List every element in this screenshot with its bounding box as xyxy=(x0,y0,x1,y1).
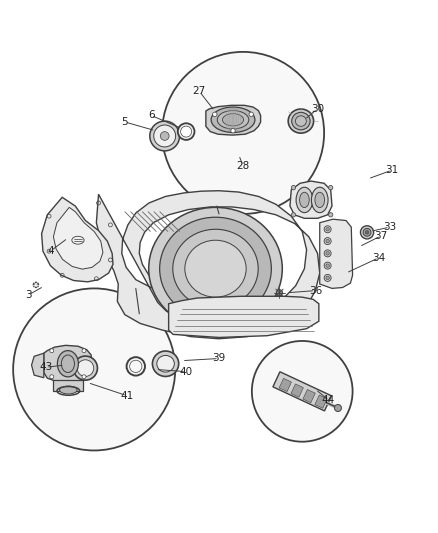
Ellipse shape xyxy=(50,375,54,379)
Circle shape xyxy=(162,52,324,214)
Ellipse shape xyxy=(180,126,192,137)
Polygon shape xyxy=(273,372,332,411)
Text: 28: 28 xyxy=(237,161,250,171)
Ellipse shape xyxy=(276,290,283,296)
Polygon shape xyxy=(290,181,332,219)
Text: 40: 40 xyxy=(180,367,193,377)
Ellipse shape xyxy=(296,187,313,213)
Ellipse shape xyxy=(60,386,77,394)
Ellipse shape xyxy=(328,213,333,217)
Polygon shape xyxy=(44,345,92,382)
Ellipse shape xyxy=(50,349,54,353)
Text: 27: 27 xyxy=(193,86,206,96)
Ellipse shape xyxy=(295,116,307,126)
Ellipse shape xyxy=(160,132,169,140)
Ellipse shape xyxy=(82,349,86,353)
Text: 4: 4 xyxy=(47,246,54,256)
Text: 44: 44 xyxy=(322,395,335,405)
Ellipse shape xyxy=(326,239,329,243)
Ellipse shape xyxy=(178,123,194,140)
Ellipse shape xyxy=(157,356,174,372)
Ellipse shape xyxy=(223,114,244,126)
Ellipse shape xyxy=(82,375,86,379)
Ellipse shape xyxy=(326,252,329,255)
Ellipse shape xyxy=(326,228,329,231)
Polygon shape xyxy=(32,353,44,378)
Ellipse shape xyxy=(211,107,255,133)
Ellipse shape xyxy=(61,355,74,373)
Ellipse shape xyxy=(300,192,309,207)
Ellipse shape xyxy=(159,217,271,320)
Polygon shape xyxy=(169,296,319,337)
Ellipse shape xyxy=(311,187,328,213)
Ellipse shape xyxy=(324,250,331,257)
Text: 37: 37 xyxy=(374,231,388,241)
Text: 33: 33 xyxy=(383,222,396,232)
Ellipse shape xyxy=(335,405,342,411)
Ellipse shape xyxy=(291,185,296,190)
Circle shape xyxy=(252,341,353,442)
Ellipse shape xyxy=(326,276,329,280)
Text: 43: 43 xyxy=(39,362,53,372)
Ellipse shape xyxy=(173,229,258,308)
Ellipse shape xyxy=(324,274,331,281)
Polygon shape xyxy=(279,378,291,392)
Ellipse shape xyxy=(292,112,310,130)
Ellipse shape xyxy=(324,238,331,245)
Ellipse shape xyxy=(77,360,94,376)
Text: 41: 41 xyxy=(120,391,134,401)
Ellipse shape xyxy=(73,356,97,380)
Ellipse shape xyxy=(217,110,249,129)
Ellipse shape xyxy=(150,121,180,151)
Ellipse shape xyxy=(33,282,39,287)
Text: 34: 34 xyxy=(372,253,385,263)
Ellipse shape xyxy=(152,351,179,376)
Text: 36: 36 xyxy=(309,286,322,296)
Ellipse shape xyxy=(363,229,371,236)
Text: 6: 6 xyxy=(148,110,155,120)
Ellipse shape xyxy=(324,262,331,269)
Text: 30: 30 xyxy=(311,104,324,114)
Polygon shape xyxy=(303,390,315,403)
Ellipse shape xyxy=(212,112,217,117)
Ellipse shape xyxy=(185,240,246,297)
Polygon shape xyxy=(53,381,83,391)
Ellipse shape xyxy=(249,112,254,117)
Text: 39: 39 xyxy=(212,353,226,364)
Ellipse shape xyxy=(315,192,325,207)
Ellipse shape xyxy=(57,351,78,377)
Text: 3: 3 xyxy=(25,290,32,300)
Polygon shape xyxy=(206,106,261,135)
Ellipse shape xyxy=(130,360,142,373)
Ellipse shape xyxy=(360,226,374,239)
Polygon shape xyxy=(96,191,320,339)
Ellipse shape xyxy=(288,109,314,133)
Ellipse shape xyxy=(231,128,235,133)
Ellipse shape xyxy=(326,264,329,268)
Circle shape xyxy=(13,288,175,450)
Ellipse shape xyxy=(154,125,176,147)
Polygon shape xyxy=(42,197,113,282)
Ellipse shape xyxy=(149,207,282,330)
Ellipse shape xyxy=(324,226,331,233)
Ellipse shape xyxy=(365,231,369,234)
Polygon shape xyxy=(53,207,103,269)
Ellipse shape xyxy=(328,185,333,190)
Polygon shape xyxy=(291,384,304,397)
Text: 5: 5 xyxy=(121,117,128,127)
Polygon shape xyxy=(320,219,353,288)
Ellipse shape xyxy=(291,213,296,217)
Text: 31: 31 xyxy=(385,165,399,175)
Polygon shape xyxy=(315,395,327,408)
